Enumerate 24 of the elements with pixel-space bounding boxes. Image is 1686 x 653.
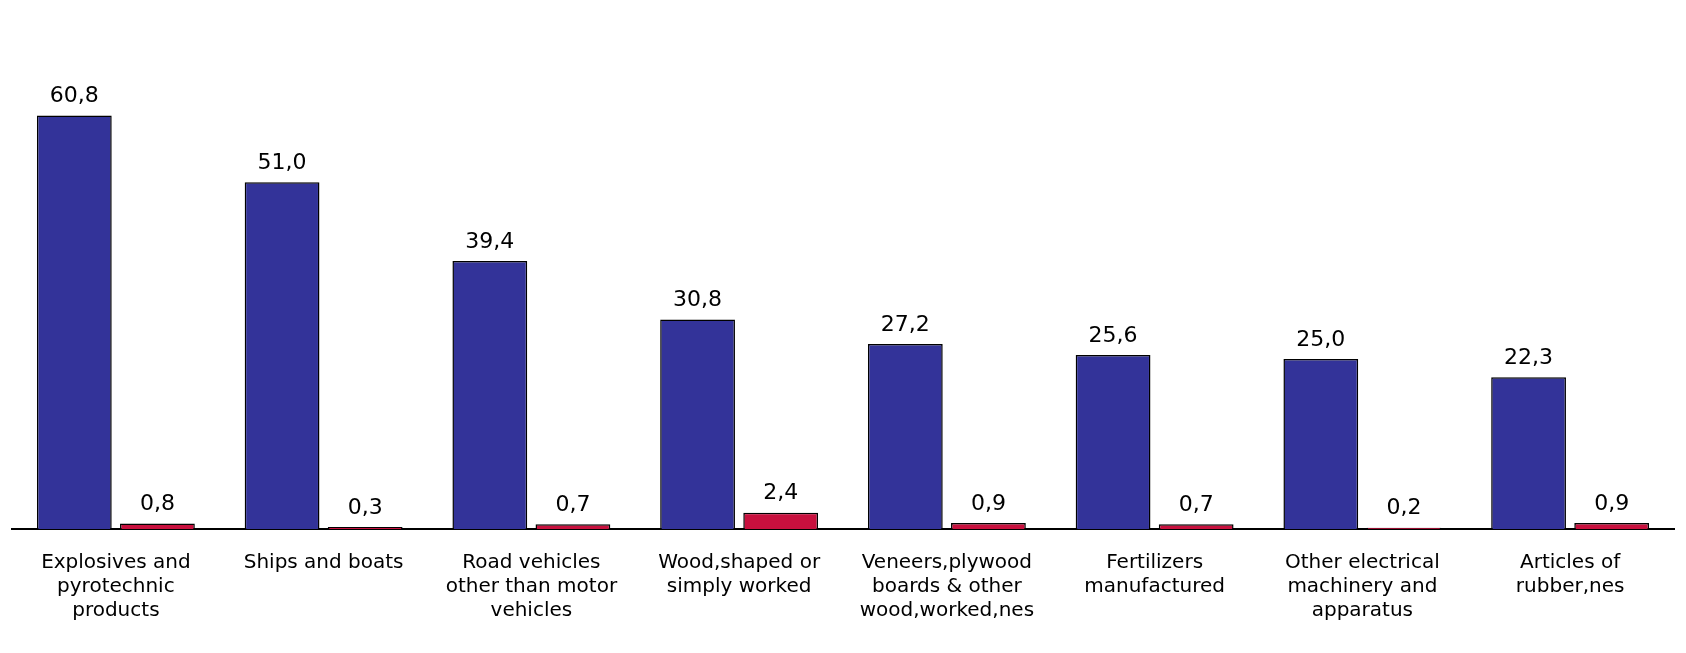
data-label: 39,4 <box>465 227 515 253</box>
data-label: 0,7 <box>1178 490 1214 516</box>
data-label: 60,8 <box>49 82 99 108</box>
x-tick-label: Road vehicles other than motor vehicles <box>445 549 618 622</box>
data-label: 27,2 <box>880 310 930 336</box>
x-tick-label: Wood,shaped or simply worked <box>658 549 821 598</box>
data-label: 0,9 <box>1594 489 1630 515</box>
data-label: 2,4 <box>763 479 799 505</box>
x-tick-label: Explosives and pyrotechnic products <box>41 549 191 622</box>
data-label: 0,3 <box>347 493 383 519</box>
data-label: 0,9 <box>970 489 1006 515</box>
data-label: 22,3 <box>1504 344 1554 370</box>
data-label: 30,8 <box>673 286 723 312</box>
x-tick-label: Articles of rubber,nes <box>1515 549 1625 598</box>
x-tick-label: Veneers,plywood boards & other wood,worked,nes <box>859 549 1035 622</box>
x-tick-label: Other electrical machinery and apparatus <box>1285 549 1440 622</box>
data-label: 0,2 <box>1386 494 1422 520</box>
data-label: 25,0 <box>1296 325 1346 351</box>
data-label: 51,0 <box>257 148 307 174</box>
data-label: 0,8 <box>139 490 175 516</box>
data-label: 0,7 <box>555 490 591 516</box>
x-tick-label: Ships and boats <box>243 549 404 574</box>
data-label: 25,6 <box>1088 321 1138 347</box>
x-tick-label: Fertilizers manufactured <box>1084 549 1225 598</box>
